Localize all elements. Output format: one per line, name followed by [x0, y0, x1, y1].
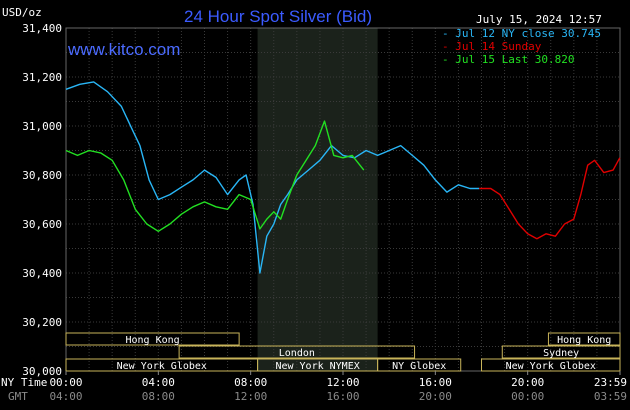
x-tick-label-ny: 00:00	[49, 376, 82, 389]
x-tick-label-gmt: 12:00	[234, 390, 267, 403]
series-line-2	[65, 120, 365, 233]
session-label: New York Globex	[506, 361, 596, 372]
y-tick-label: 30,600	[22, 218, 62, 231]
x-tick-label-ny: 08:00	[234, 376, 267, 389]
chart-title: 24 Hour Spot Silver (Bid)	[184, 7, 372, 26]
legend-item-jul-15: - Jul 15 Last 30.820	[442, 53, 574, 66]
y-tick-label: 30,400	[22, 267, 62, 280]
y-tick-label: 30,000	[22, 365, 62, 378]
x-tick-label-ny: 12:00	[326, 376, 359, 389]
chart-timestamp: July 15, 2024 12:57	[476, 13, 602, 26]
session-label: New York NYMEX	[275, 361, 359, 372]
x-tick-label-ny: 16:00	[419, 376, 452, 389]
site-watermark: www.kitco.com	[67, 40, 180, 59]
session-label: NY Globex	[392, 361, 446, 372]
market-sessions: Hong Kong London New York Globex New York N…	[65, 332, 621, 372]
y-tick-label: 30,200	[22, 316, 62, 329]
nymex-shade	[257, 28, 378, 371]
series-line-0	[65, 81, 480, 274]
x-tick-label-ny: 20:00	[511, 376, 544, 389]
x-axis-ticks: 00:0004:0004:0008:0008:0012:0012:0016:00…	[49, 371, 627, 403]
session-box	[178, 345, 416, 359]
x-tick-label-gmt: 00:00	[511, 390, 544, 403]
y-tick-label: 31,200	[22, 71, 62, 84]
session-label: London	[279, 348, 315, 359]
series-lines	[65, 81, 621, 274]
y-tick-label: 31,000	[22, 120, 62, 133]
legend: - Jul 12 NY close 30.745 - Jul 14 Sunday…	[442, 27, 601, 66]
y-tick-label: 30,800	[22, 169, 62, 182]
x-tick-label-ny: 23:59	[594, 376, 627, 389]
session-label: Hong Kong	[125, 335, 179, 346]
x-tick-label-gmt: 03:59	[594, 390, 627, 403]
gmt-label: GMT	[8, 390, 28, 403]
x-tick-label-gmt: 04:00	[49, 390, 82, 403]
y-axis-ticks: 31,400 31,200 31,000 30,800 30,600 30,400 30,2…	[22, 22, 62, 378]
session-box	[377, 358, 462, 372]
session-label: Hong Kong	[557, 335, 611, 346]
session-box	[65, 332, 240, 346]
y-tick-label: 31,400	[22, 22, 62, 35]
x-tick-label-gmt: 08:00	[142, 390, 175, 403]
x-tick-label-gmt: 20:00	[419, 390, 452, 403]
session-box	[481, 358, 621, 372]
series-line-1	[479, 157, 621, 240]
nymex-shaded-area	[257, 28, 378, 371]
legend-item-jul-14: - Jul 14 Sunday	[442, 40, 542, 53]
legend-item-jul-12: - Jul 12 NY close 30.745	[442, 27, 601, 40]
session-label: Sydney	[543, 348, 579, 359]
session-label: New York Globex	[117, 361, 207, 372]
x-tick-label-gmt: 16:00	[326, 390, 359, 403]
y-axis-label: USD/oz	[2, 6, 42, 19]
ny-time-label: NY Time	[1, 376, 47, 389]
session-box	[501, 345, 621, 359]
session-box	[547, 332, 621, 346]
x-tick-label-ny: 04:00	[142, 376, 175, 389]
